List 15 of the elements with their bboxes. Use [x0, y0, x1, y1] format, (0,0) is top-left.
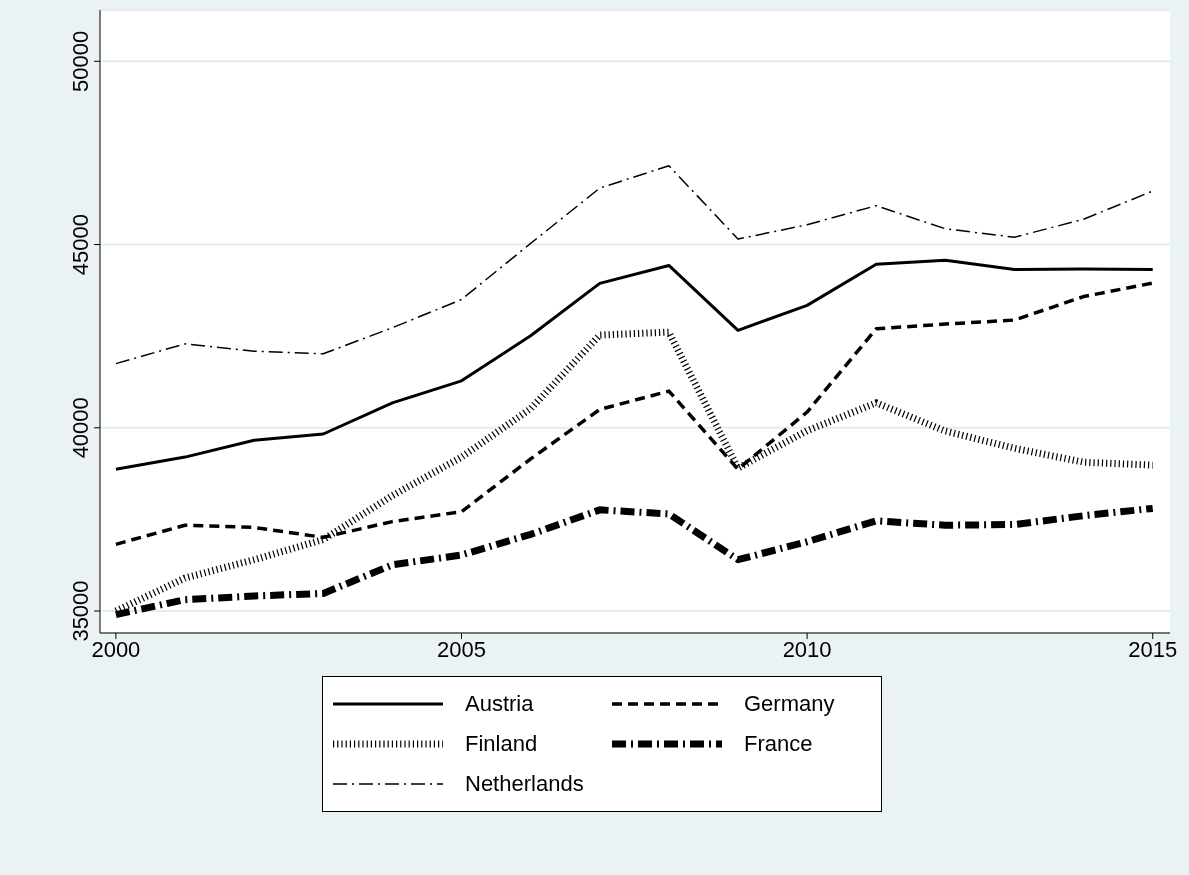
x-tick-label: 2000	[91, 636, 141, 662]
legend-label: France	[744, 731, 813, 757]
legend-label: Netherlands	[465, 771, 584, 797]
x-tick-label: 2010	[782, 636, 832, 662]
x-tick-label: 2015	[1128, 636, 1178, 662]
y-tick-label: 50000	[68, 30, 93, 92]
line-series	[114, 258, 1155, 471]
x-tick-label: 2005	[437, 636, 486, 662]
legend-label: Germany	[744, 691, 835, 717]
y-tick-label: 35000	[68, 580, 93, 642]
line-series	[115, 165, 1154, 365]
legend-label: Finland	[465, 731, 538, 757]
y-tick-label: 40000	[68, 397, 93, 459]
legend-label: Austria	[465, 691, 534, 717]
y-tick-label: 45000	[68, 213, 93, 276]
